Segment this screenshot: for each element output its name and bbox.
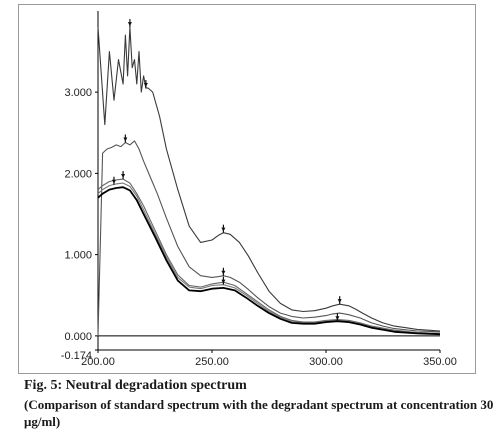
tick-labels: 200.00 250.00 300.00 350.00 3.000 2.000 1.000 0… [61, 87, 457, 368]
spectrum-figure: 200.00 250.00 300.00 350.00 3.000 2.000 1.000 0… [18, 4, 476, 374]
peak-marker-arrow [121, 174, 126, 179]
x-tick-label: 300.00 [309, 356, 343, 368]
x-tick-label: 250.00 [195, 356, 229, 368]
peak-marker-arrow [123, 137, 128, 142]
peak-markers [111, 19, 342, 322]
peak-marker-arrow [335, 316, 340, 321]
axes [95, 11, 441, 353]
series-lines [97, 26, 441, 336]
y-tick-label: 3.000 [64, 87, 92, 99]
y-tick-label: 0.000 [64, 331, 92, 343]
spectrum-line-4 [97, 182, 441, 334]
peak-marker-arrow [337, 299, 342, 304]
peak-marker-arrow [221, 270, 226, 275]
peak-marker-arrow [111, 179, 116, 184]
spectrum-line-5 [97, 186, 441, 336]
spectrum-line-2 [97, 140, 441, 336]
y-tick-label: -0.174 [61, 350, 92, 362]
figure-subtitle: (Comparison of standard spectrum with th… [24, 397, 494, 429]
spectrum-line-3 [97, 178, 441, 334]
peak-marker-arrow [127, 22, 132, 27]
y-tick-label: 1.000 [64, 250, 92, 262]
peak-marker-arrow [221, 279, 226, 284]
peak-marker-arrow [143, 83, 148, 88]
spectrum-chart: 200.00 250.00 300.00 350.00 3.000 2.000 1.000 0… [61, 11, 457, 368]
peak-marker-arrow [221, 227, 226, 232]
x-tick-label: 350.00 [423, 356, 457, 368]
x-tick-label: 200.00 [81, 356, 115, 368]
y-tick-label: 2.000 [64, 168, 92, 180]
spectrum-line-1 [97, 26, 441, 332]
figure-title: Fig. 5: Neutral degradation spectrum [24, 378, 247, 393]
